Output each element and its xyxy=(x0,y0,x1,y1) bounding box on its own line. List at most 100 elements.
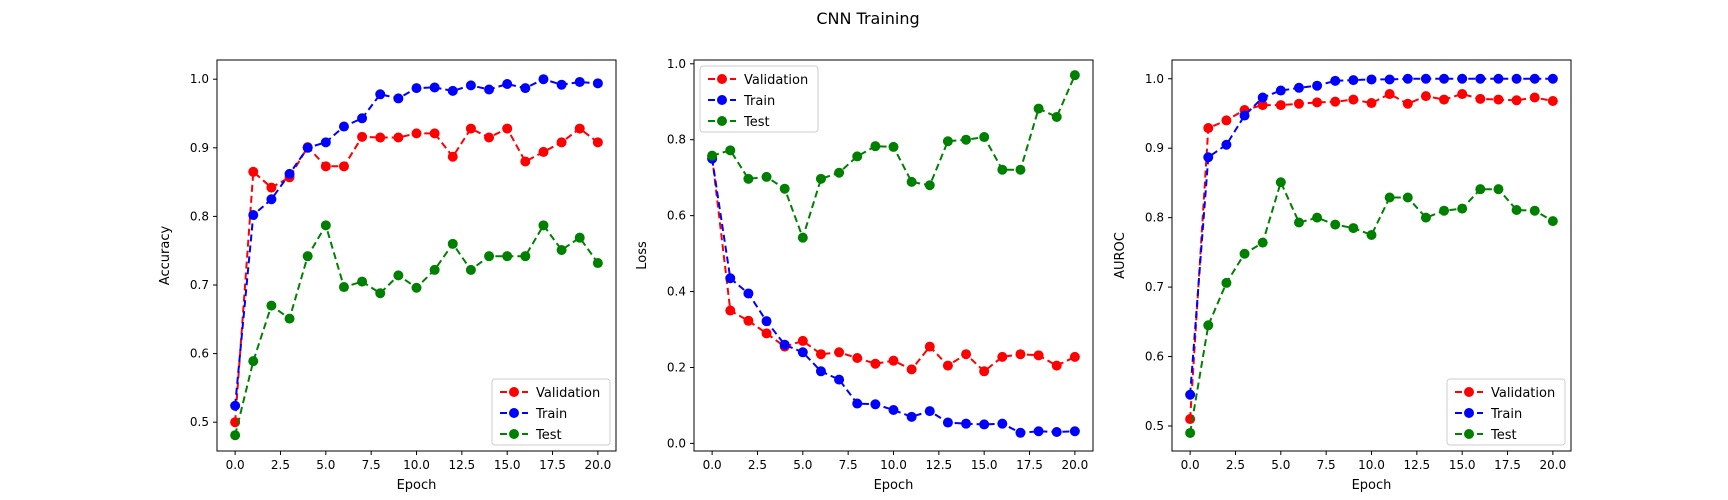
auroc-validation-point xyxy=(1275,100,1286,111)
loss-y-tick-label: 1.0 xyxy=(667,57,686,71)
accuracy-test-point xyxy=(502,251,513,262)
loss-validation-point xyxy=(743,315,754,326)
accuracy-y-tick-label: 0.9 xyxy=(190,141,209,155)
auroc-test-point xyxy=(1529,205,1540,216)
loss-x-tick-label: 15.0 xyxy=(971,458,998,472)
auroc-train-point xyxy=(1457,73,1468,84)
loss-validation-line xyxy=(711,156,1076,373)
auroc-train-point xyxy=(1529,73,1540,84)
loss-test-point xyxy=(743,173,754,184)
loss-legend: Validation Train Test xyxy=(699,65,819,133)
accuracy-legend-entry: Train xyxy=(500,407,567,422)
accuracy-train-point xyxy=(302,142,313,153)
accuracy-train-point xyxy=(248,210,259,221)
accuracy-legend-swatch-marker xyxy=(509,429,519,439)
loss-validation-point xyxy=(761,328,772,339)
loss-test-point xyxy=(888,141,899,152)
accuracy-test-point xyxy=(357,276,368,287)
auroc-test-point xyxy=(1203,320,1214,331)
accuracy-validation-point xyxy=(230,417,241,428)
loss-validation-point xyxy=(815,349,826,360)
accuracy-validation-point xyxy=(393,132,404,143)
accuracy-legend-swatch-marker xyxy=(509,408,519,418)
loss-y-tick-label: 0.0 xyxy=(667,436,686,450)
auroc-x-tick-label: 10.0 xyxy=(1358,458,1385,472)
auroc-test-point xyxy=(1312,212,1323,223)
auroc-validation-point xyxy=(1384,89,1395,100)
auroc-validation-point xyxy=(1257,100,1268,111)
loss-test-point xyxy=(815,173,826,184)
accuracy-test-point xyxy=(393,270,404,281)
auroc-test-point xyxy=(1221,277,1232,288)
accuracy-train-point xyxy=(393,93,404,104)
loss-x-tick-label: 12.5 xyxy=(925,458,952,472)
auroc-train-point xyxy=(1293,82,1304,93)
loss-test-point xyxy=(779,183,790,194)
accuracy-train-point xyxy=(266,194,277,205)
loss-y-tick-label: 0.2 xyxy=(667,360,686,374)
accuracy-validation-point xyxy=(338,161,349,172)
auroc-train-point xyxy=(1384,74,1395,85)
auroc-test-point xyxy=(1402,192,1413,203)
accuracy-x-axis-label: Epoch xyxy=(397,478,437,493)
accuracy-validation-point xyxy=(320,161,331,172)
auroc-series-test xyxy=(1185,177,1558,438)
auroc-y-tick-label: 1.0 xyxy=(1145,72,1164,86)
accuracy-train-point xyxy=(574,76,585,87)
accuracy-train-point xyxy=(556,79,567,90)
auroc-test-point xyxy=(1257,237,1268,248)
loss-validation-point xyxy=(870,358,881,369)
accuracy-train-point xyxy=(465,80,476,91)
auroc-x-tick-label: 7.5 xyxy=(1317,458,1336,472)
accuracy-test-point xyxy=(484,251,495,262)
accuracy-train-point xyxy=(538,74,549,85)
loss-test-point xyxy=(924,180,935,191)
auroc-test-point xyxy=(1547,216,1558,227)
loss-train-point xyxy=(852,398,863,409)
loss-x-tick-label: 7.5 xyxy=(839,458,858,472)
accuracy-test-point xyxy=(230,430,241,441)
loss-legend-swatch-marker xyxy=(717,116,727,126)
auroc-test-point xyxy=(1293,217,1304,228)
loss-validation-point xyxy=(906,364,917,375)
auroc-legend-label: Train xyxy=(1490,407,1522,422)
auroc-legend-swatch-marker xyxy=(1464,387,1474,397)
loss-test-point xyxy=(1069,70,1080,81)
accuracy-train-point xyxy=(284,168,295,179)
accuracy-x-tick-label: 10.0 xyxy=(403,458,430,472)
loss-train-point xyxy=(942,417,953,428)
auroc-validation-point xyxy=(1547,95,1558,106)
loss-legend-entry: Validation xyxy=(708,73,808,88)
auroc-validation-point xyxy=(1203,123,1214,134)
auroc-test-point xyxy=(1185,427,1196,438)
auroc-train-point xyxy=(1257,92,1268,103)
auroc-legend-entry: Validation xyxy=(1455,386,1555,401)
loss-x-tick-label: 20.0 xyxy=(1062,458,1089,472)
loss-test-point xyxy=(979,132,990,143)
loss-train-point xyxy=(924,406,935,417)
loss-train-point xyxy=(815,366,826,377)
accuracy-x-tick-label: 0.0 xyxy=(226,458,245,472)
accuracy-y-tick-label: 0.7 xyxy=(190,278,209,292)
loss-test-point xyxy=(906,176,917,187)
auroc-train-point xyxy=(1312,80,1323,91)
auroc-y-tick-label: 0.6 xyxy=(1145,350,1164,364)
auroc-test-point xyxy=(1330,219,1341,230)
loss-train-point xyxy=(870,399,881,410)
auroc-series-validation xyxy=(1185,89,1558,425)
auroc-test-point xyxy=(1420,212,1431,223)
auroc-x-tick-label: 5.0 xyxy=(1271,458,1290,472)
accuracy-legend-entry: Validation xyxy=(500,386,600,401)
loss-legend-label: Train xyxy=(743,94,775,109)
loss-series-test xyxy=(707,70,1080,243)
loss-subplot: 0.0 2.5 5.0 7.5 10.0 12.5 15.0 17.5 20.0 0.0 0.2 0.… xyxy=(635,57,1094,493)
accuracy-validation-point xyxy=(484,132,495,143)
auroc-y-tick-label: 0.9 xyxy=(1145,141,1164,155)
loss-legend-swatch-marker xyxy=(717,95,727,105)
auroc-train-point xyxy=(1511,73,1522,84)
loss-train-point xyxy=(906,411,917,422)
auroc-train-point xyxy=(1420,73,1431,84)
auroc-test-point xyxy=(1457,203,1468,214)
auroc-legend-entry: Test xyxy=(1455,428,1517,443)
